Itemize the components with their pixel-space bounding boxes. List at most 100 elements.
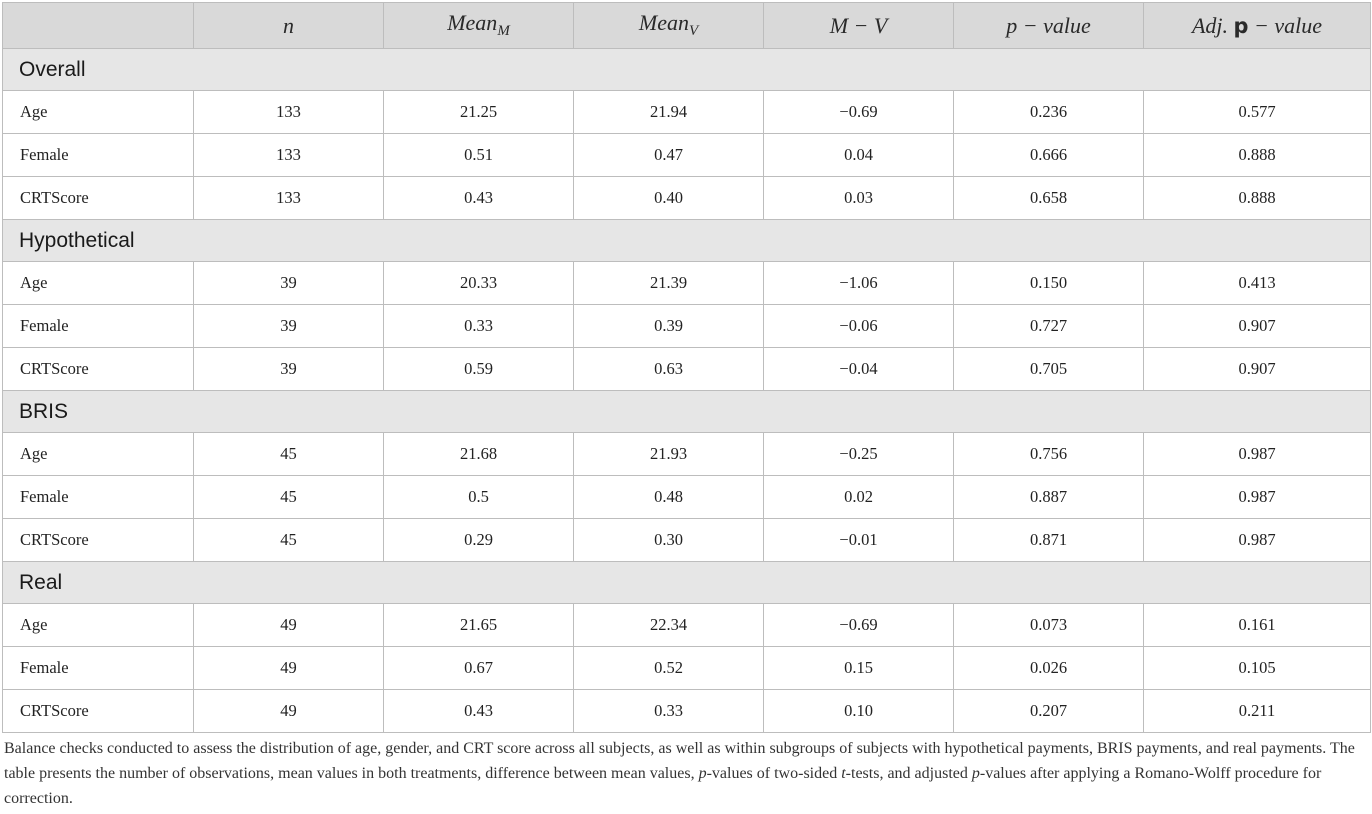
cell-mean-m: 21.25: [383, 90, 574, 134]
cell-mean-m: 0.43: [383, 689, 574, 733]
cell-mean-m: 0.51: [383, 133, 574, 177]
cell-mean-v: 0.30: [573, 518, 764, 562]
footnote-p-2: p: [971, 765, 980, 782]
cell-adj-p-value: 0.577: [1143, 90, 1371, 134]
cell-p-value: 0.666: [953, 133, 1144, 177]
cell-diff: 0.10: [763, 689, 954, 733]
cell-n: 133: [193, 176, 384, 220]
header-mean-v-sub: V: [688, 23, 699, 40]
table-row: Female 45 0.5 0.48 0.02 0.887 0.987: [2, 475, 1371, 519]
footnote-text-3: -tests, and adjusted: [845, 765, 972, 782]
footnote-t: t: [841, 765, 846, 782]
cell-p-value: 0.236: [953, 90, 1144, 134]
table-row: Female 49 0.67 0.52 0.15 0.026 0.105: [2, 646, 1371, 690]
cell-diff: 0.02: [763, 475, 954, 519]
group-header-row: BRIS: [2, 390, 1371, 433]
cell-p-value: 0.073: [953, 603, 1144, 647]
cell-mean-v: 0.48: [573, 475, 764, 519]
cell-adj-p-value: 0.987: [1143, 432, 1371, 476]
cell-diff: −0.69: [763, 90, 954, 134]
cell-mean-m: 20.33: [383, 261, 574, 305]
cell-p-value: 0.207: [953, 689, 1144, 733]
footnote-text-2: -values of two-sided: [706, 765, 842, 782]
cell-mean-m: 0.33: [383, 304, 574, 348]
cell-label: Age: [2, 432, 194, 476]
header-adj-p-value: Adj. p − value: [1143, 2, 1371, 49]
cell-n: 49: [193, 603, 384, 647]
cell-n: 45: [193, 475, 384, 519]
cell-adj-p-value: 0.888: [1143, 133, 1371, 177]
cell-n: 45: [193, 518, 384, 562]
balance-table: n MeanM MeanV M − V p − value Adj. p − v…: [2, 2, 1371, 733]
cell-label: Female: [2, 304, 194, 348]
cell-diff: −1.06: [763, 261, 954, 305]
cell-diff: −0.04: [763, 347, 954, 391]
header-p-value: p − value: [953, 2, 1144, 49]
cell-label: Female: [2, 133, 194, 177]
cell-adj-p-value: 0.907: [1143, 347, 1371, 391]
cell-mean-m: 0.59: [383, 347, 574, 391]
group-title: Real: [2, 561, 1371, 604]
cell-mean-v: 21.94: [573, 90, 764, 134]
cell-n: 45: [193, 432, 384, 476]
cell-mean-v: 0.63: [573, 347, 764, 391]
cell-adj-p-value: 0.413: [1143, 261, 1371, 305]
cell-p-value: 0.871: [953, 518, 1144, 562]
cell-diff: 0.03: [763, 176, 954, 220]
cell-n: 49: [193, 689, 384, 733]
cell-mean-v: 21.39: [573, 261, 764, 305]
cell-mean-m: 0.43: [383, 176, 574, 220]
cell-label: CRTScore: [2, 689, 194, 733]
header-mean-m: MeanM: [383, 2, 574, 49]
cell-label: Female: [2, 475, 194, 519]
cell-mean-v: 21.93: [573, 432, 764, 476]
table-row: Age 49 21.65 22.34 −0.69 0.073 0.161: [2, 603, 1371, 647]
group-title: BRIS: [2, 390, 1371, 433]
cell-p-value: 0.727: [953, 304, 1144, 348]
cell-n: 133: [193, 133, 384, 177]
group-header-row: Overall: [2, 48, 1371, 91]
table-row: Female 39 0.33 0.39 −0.06 0.727 0.907: [2, 304, 1371, 348]
cell-label: Age: [2, 603, 194, 647]
cell-mean-v: 0.47: [573, 133, 764, 177]
cell-diff: −0.06: [763, 304, 954, 348]
cell-label: Female: [2, 646, 194, 690]
header-adj-prefix: Adj.: [1191, 12, 1234, 38]
header-n: n: [193, 2, 384, 49]
cell-n: 39: [193, 347, 384, 391]
table-header: n MeanM MeanV M − V p − value Adj. p − v…: [2, 2, 1371, 49]
cell-n: 133: [193, 90, 384, 134]
cell-n: 39: [193, 261, 384, 305]
cell-p-value: 0.150: [953, 261, 1144, 305]
header-mean-v-base: Mean: [638, 10, 689, 36]
header-adj-suffix: − value: [1248, 12, 1323, 38]
cell-mean-v: 0.33: [573, 689, 764, 733]
footnote-p-1: p: [698, 765, 707, 782]
cell-label: CRTScore: [2, 518, 194, 562]
cell-p-value: 0.705: [953, 347, 1144, 391]
cell-mean-m: 21.68: [383, 432, 574, 476]
table-row: Age 133 21.25 21.94 −0.69 0.236 0.577: [2, 90, 1371, 134]
group-header-row: Real: [2, 561, 1371, 604]
header-row: n MeanM MeanV M − V p − value Adj. p − v…: [2, 2, 1371, 49]
footnote-text-4: -values after applying a Romano-Wolff pr…: [4, 765, 1322, 807]
group-header-row: Hypothetical: [2, 219, 1371, 262]
header-diff: M − V: [763, 2, 954, 49]
cell-mean-v: 0.52: [573, 646, 764, 690]
cell-adj-p-value: 0.211: [1143, 689, 1371, 733]
table-row: CRTScore 49 0.43 0.33 0.10 0.207 0.211: [2, 689, 1371, 733]
group-title: Overall: [2, 48, 1371, 91]
cell-mean-m: 0.67: [383, 646, 574, 690]
table-row: Age 45 21.68 21.93 −0.25 0.756 0.987: [2, 432, 1371, 476]
table-row: Female 133 0.51 0.47 0.04 0.666 0.888: [2, 133, 1371, 177]
cell-adj-p-value: 0.161: [1143, 603, 1371, 647]
cell-p-value: 0.026: [953, 646, 1144, 690]
header-mean-v: MeanV: [573, 2, 764, 49]
table-row: CRTScore 45 0.29 0.30 −0.01 0.871 0.987: [2, 518, 1371, 562]
group-title: Hypothetical: [2, 219, 1371, 262]
cell-mean-v: 0.39: [573, 304, 764, 348]
cell-diff: 0.15: [763, 646, 954, 690]
cell-label: CRTScore: [2, 347, 194, 391]
table-footnote: Balance checks conducted to assess the d…: [4, 736, 1366, 811]
